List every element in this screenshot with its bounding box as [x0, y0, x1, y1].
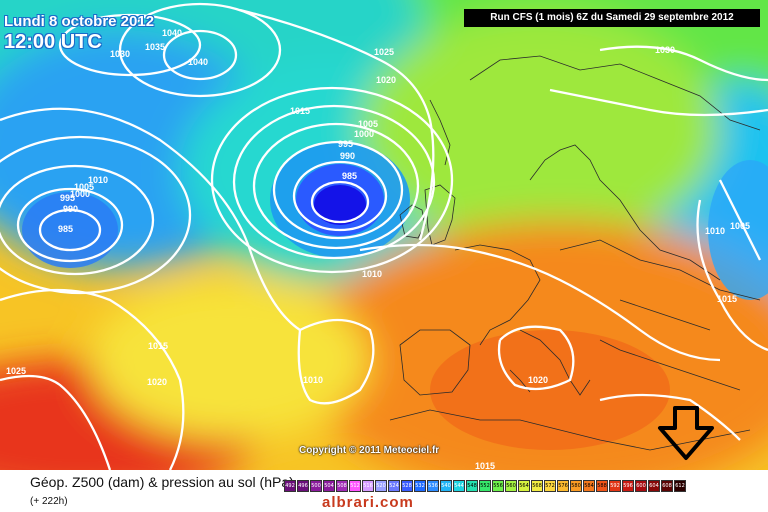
pressure-map: 1040 1035 1030 1040 1025 1020 1030 1015 …: [0, 0, 768, 470]
isobar-label: 1015: [717, 294, 737, 304]
scale-swatch: 520: [375, 480, 387, 492]
scale-swatch: 588: [596, 480, 608, 492]
scale-swatch: 580: [570, 480, 582, 492]
isobar-label: 1030: [110, 49, 130, 59]
scale-swatch: 600: [635, 480, 647, 492]
scale-swatch: 508: [336, 480, 348, 492]
scale-swatch: 556: [492, 480, 504, 492]
scale-swatch: 584: [583, 480, 595, 492]
isobar-label: 1015: [148, 341, 168, 351]
forecast-date: Lundi 8 octobre 2012: [4, 13, 155, 30]
scale-swatch: 536: [427, 480, 439, 492]
scale-swatch: 576: [557, 480, 569, 492]
coastlines: [389, 55, 761, 451]
scale-swatch: 496: [297, 480, 309, 492]
scale-swatch: 540: [440, 480, 452, 492]
isobar-label: 1000: [354, 129, 374, 139]
isobar-label: 1015: [290, 106, 310, 116]
scale-swatch: 612: [674, 480, 686, 492]
color-scale: 492 496 500 504 508 512 516 520 524 528 532 536 540 5…: [284, 480, 687, 492]
isobar-labels: 1040 1035 1030 1040 1025 1020 1030 1015 …: [6, 28, 750, 470]
scale-swatch: 492: [284, 480, 296, 492]
isobar-label: 1010: [362, 269, 382, 279]
isobar-label: 1030: [655, 45, 675, 55]
scale-swatch: 500: [310, 480, 322, 492]
legend-title: Géop. Z500 (dam) & pression au sol (hPa): [30, 474, 294, 490]
scale-swatch: 608: [661, 480, 673, 492]
watermark: albrari.com: [322, 494, 414, 511]
scale-swatch: 544: [453, 480, 465, 492]
isobar-label: 1020: [147, 377, 167, 387]
isobar-label: 1025: [374, 47, 394, 57]
isobar-label: 1010: [88, 175, 108, 185]
isobar-label: 1020: [528, 375, 548, 385]
isobar-label: 1010: [705, 226, 725, 236]
forecast-hours: (+ 222h): [30, 496, 68, 507]
copyright-notice: Copyright © 2011 Meteociel.fr: [299, 445, 440, 456]
isobar-label: 1040: [162, 28, 182, 38]
isobar-label: 990: [63, 204, 78, 214]
isobar-label: 985: [342, 171, 357, 181]
isobar-label: 1015: [475, 461, 495, 470]
isobar-label: 1040: [188, 57, 208, 67]
down-arrow-icon: [658, 406, 714, 460]
isobar-label: 1005: [358, 119, 378, 129]
scale-swatch: 532: [414, 480, 426, 492]
isobar-label: 995: [60, 193, 75, 203]
isobar-lines: [0, 2, 768, 470]
isobar-label: 1020: [376, 75, 396, 85]
isobar-label: 990: [340, 151, 355, 161]
scale-swatch: 568: [531, 480, 543, 492]
scale-swatch: 504: [323, 480, 335, 492]
isobar-label: 1025: [6, 366, 26, 376]
scale-swatch: 548: [466, 480, 478, 492]
scale-swatch: 564: [518, 480, 530, 492]
isobar-label: 985: [58, 224, 73, 234]
scale-swatch: 560: [505, 480, 517, 492]
legend-bar: Géop. Z500 (dam) & pression au sol (hPa)…: [0, 470, 768, 512]
isobar-label: 1005: [74, 182, 94, 192]
forecast-time: 12:00 UTC: [4, 31, 102, 53]
isobar-label: 1005: [730, 221, 750, 231]
run-banner: Run CFS (1 mois) 6Z du Samedi 29 septemb…: [464, 9, 760, 27]
scale-swatch: 596: [622, 480, 634, 492]
scale-swatch: 604: [648, 480, 660, 492]
scale-swatch: 552: [479, 480, 491, 492]
scale-swatch: 524: [388, 480, 400, 492]
scale-swatch: 512: [349, 480, 361, 492]
isobar-label: 1010: [303, 375, 323, 385]
geopotential-field: [0, 0, 768, 470]
scale-swatch: 528: [401, 480, 413, 492]
isobar-label: 995: [338, 139, 353, 149]
scale-swatch: 572: [544, 480, 556, 492]
isobar-label: 1035: [145, 42, 165, 52]
scale-swatch: 516: [362, 480, 374, 492]
isobar-label: 1000: [70, 189, 90, 199]
scale-swatch: 592: [609, 480, 621, 492]
